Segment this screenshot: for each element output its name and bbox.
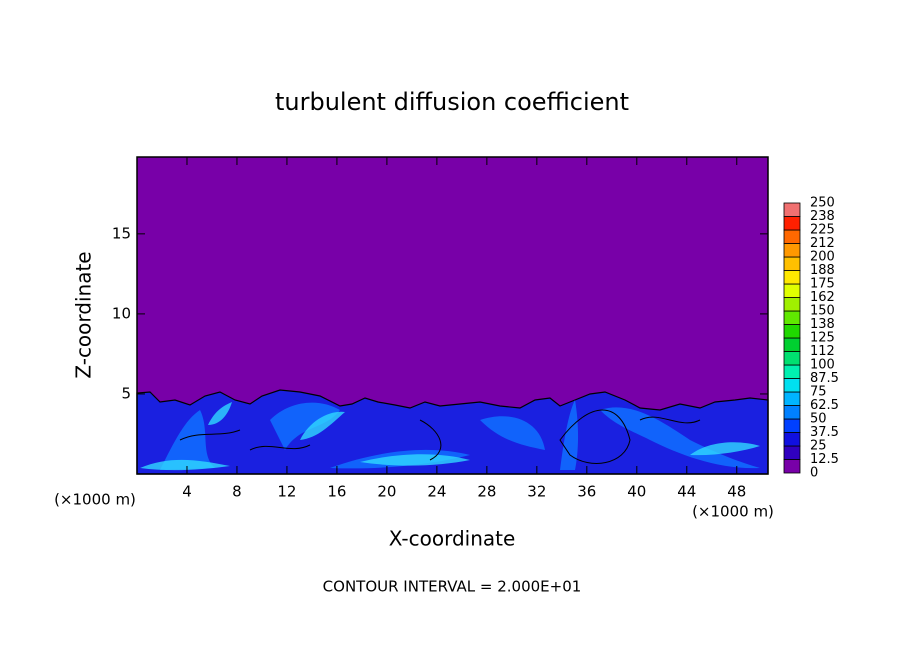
colorbar-label: 125: [810, 331, 835, 346]
x-tick-label: 28: [477, 483, 496, 501]
x-tick-label: 48: [727, 483, 746, 501]
colorbar-label: 100: [810, 358, 835, 373]
colorbar-swatch: [783, 378, 801, 393]
x-unit: (×1000 m): [692, 503, 774, 521]
colorbar-swatch: [783, 432, 801, 447]
x-axis-label: X-coordinate: [389, 527, 516, 551]
y-axis-label: Z-coordinate: [72, 251, 96, 378]
colorbar-swatch: [783, 405, 801, 420]
colorbar-label: 225: [810, 223, 835, 238]
colorbar-swatch: [783, 337, 801, 352]
x-tick-label: 24: [427, 483, 446, 501]
colorbar-swatch: [783, 283, 801, 298]
x-unit: (×1000 m): [54, 491, 136, 509]
colorbar-label: 25: [810, 439, 827, 454]
colorbar-swatch: [783, 324, 801, 339]
colorbar-label: 37.5: [810, 425, 839, 440]
colorbar-swatch: [783, 445, 801, 460]
colorbar-label: 238: [810, 209, 835, 224]
colorbar-label: 200: [810, 250, 835, 265]
colorbar-label: 175: [810, 277, 835, 292]
colorbar-label: 250: [810, 196, 835, 211]
colorbar-label: 212: [810, 236, 835, 251]
x-tick-label: 44: [677, 483, 696, 501]
chart-title: turbulent diffusion coefficient: [275, 88, 629, 116]
colorbar-label: 188: [810, 263, 835, 278]
y-tick-label: 15: [112, 224, 131, 242]
colorbar-swatch: [783, 310, 801, 325]
colorbar-label: 112: [810, 344, 835, 359]
colorbar-swatch: [783, 256, 801, 271]
colorbar-swatch: [783, 364, 801, 379]
colorbar-swatch: [783, 391, 801, 406]
colorbar-swatch: [783, 459, 801, 474]
x-tick-label: 36: [577, 483, 596, 501]
colorbar-label: 87.5: [810, 371, 839, 386]
contour-field: [136, 156, 769, 475]
y-tick-label: 5: [121, 384, 131, 402]
colorbar-label: 62.5: [810, 398, 839, 413]
colorbar-swatch: [783, 270, 801, 285]
colorbar-label: 150: [810, 304, 835, 319]
colorbar-label: 75: [810, 385, 827, 400]
colorbar-label: 138: [810, 317, 835, 332]
colorbar-swatch: [783, 229, 801, 244]
colorbar-swatch: [783, 243, 801, 258]
colorbar-swatch: [783, 202, 801, 217]
colorbar-swatch: [783, 216, 801, 231]
colorbar-swatch: [783, 297, 801, 312]
colorbar-swatch: [783, 351, 801, 366]
colorbar-label: 12.5: [810, 452, 839, 467]
y-tick-label: 10: [112, 304, 131, 322]
colorbar-swatch: [783, 418, 801, 433]
colorbar-label: 0: [810, 466, 818, 481]
x-tick-label: 40: [627, 483, 646, 501]
x-tick-label: 20: [377, 483, 396, 501]
x-tick-label: 4: [182, 483, 192, 501]
x-tick-label: 16: [327, 483, 346, 501]
x-tick-label: 12: [277, 483, 296, 501]
colorbar-label: 162: [810, 290, 835, 305]
x-tick-label: 32: [527, 483, 546, 501]
contour-note: CONTOUR INTERVAL = 2.000E+01: [323, 578, 582, 596]
colorbar-label: 50: [810, 412, 827, 427]
x-tick-label: 8: [232, 483, 242, 501]
